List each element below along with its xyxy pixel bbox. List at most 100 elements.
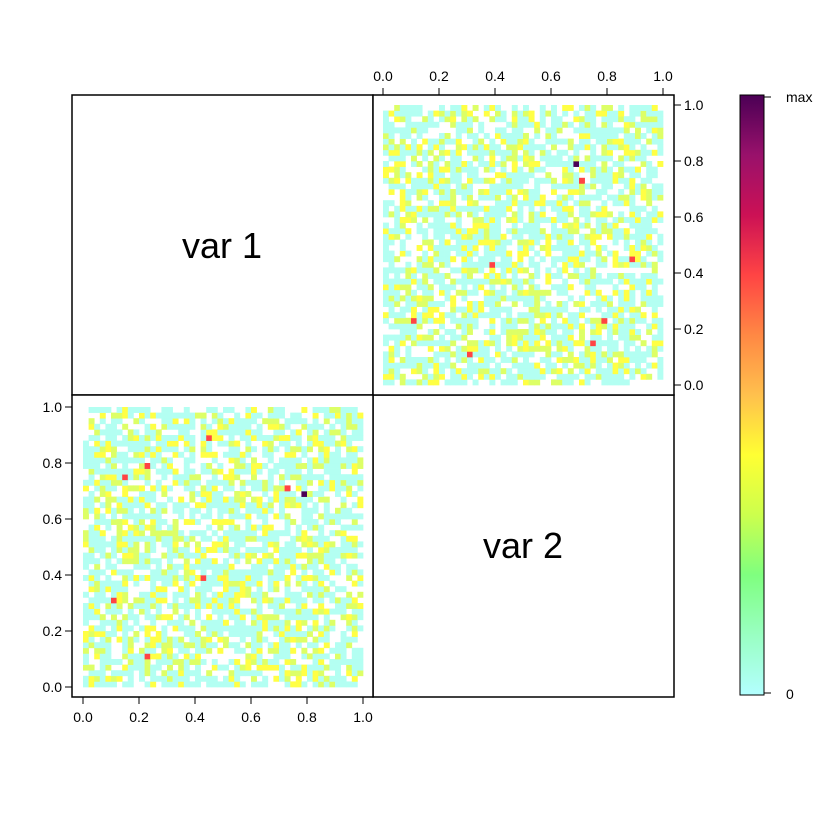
heatmap-cell [467, 362, 473, 369]
heatmap-cell [245, 530, 252, 537]
heatmap-cell [394, 323, 401, 330]
heatmap-cell [318, 670, 325, 677]
heatmap-cell [234, 569, 241, 576]
heatmap-cell [388, 379, 395, 386]
heatmap-cell [472, 228, 479, 235]
heatmap-cell [178, 647, 185, 654]
heatmap-cell [539, 295, 546, 302]
heatmap-cell [534, 329, 541, 335]
heatmap-cell [640, 149, 647, 156]
heatmap-cell [346, 642, 353, 649]
heatmap-cell [551, 379, 557, 386]
heatmap-cell [635, 228, 641, 235]
heatmap-cell [234, 591, 241, 598]
heatmap-cell [422, 149, 429, 156]
heatmap-cell [239, 636, 246, 643]
heatmap-cell [318, 575, 325, 581]
heatmap-cell [83, 681, 89, 688]
heatmap-cell [607, 166, 613, 173]
heatmap-cell [279, 513, 285, 520]
heatmap-cell [388, 127, 395, 134]
heatmap-cell [640, 273, 647, 279]
heatmap-cell [172, 547, 179, 553]
heatmap-cell [223, 575, 229, 581]
heatmap-cell [279, 647, 285, 654]
heatmap-cell [346, 659, 353, 665]
heatmap-cell [323, 642, 330, 649]
heatmap-cell [640, 301, 647, 307]
heatmap-cell [251, 457, 257, 464]
heatmap-cell [155, 479, 162, 486]
heatmap-cell [351, 423, 358, 430]
heatmap-cell [217, 519, 224, 525]
heatmap-cell [623, 138, 630, 145]
heatmap-cell [517, 278, 524, 285]
heatmap-cell [307, 535, 313, 542]
heatmap-cell [579, 105, 585, 111]
heatmap-cell [211, 563, 218, 570]
heatmap-cell [411, 323, 417, 330]
heatmap-cell [427, 205, 434, 212]
heatmap-cell [562, 329, 569, 335]
heatmap-cell [646, 261, 653, 268]
heatmap-cell [251, 468, 257, 475]
heatmap-cell [657, 334, 664, 341]
heatmap-cell [279, 636, 285, 643]
heatmap-cell [506, 368, 513, 375]
heatmap-cell [88, 670, 95, 677]
heatmap-cell [239, 670, 246, 677]
tick-label: 0.0 [684, 377, 704, 393]
heatmap-cell [351, 580, 358, 587]
heatmap-cell [139, 485, 145, 492]
heatmap-cell [495, 261, 501, 268]
heatmap-cell [539, 306, 546, 313]
heatmap-cell [388, 121, 395, 128]
heatmap-cell [405, 278, 412, 285]
heatmap-cell [357, 429, 364, 436]
heatmap-cell [273, 513, 280, 520]
heatmap-cell [346, 535, 353, 542]
heatmap-cell [284, 575, 291, 581]
heatmap-cell [88, 463, 95, 469]
heatmap-cell [111, 519, 117, 525]
heatmap-cell [433, 368, 440, 375]
heatmap-cell [94, 591, 101, 598]
heatmap-cell [450, 149, 457, 156]
heatmap-cell [399, 105, 406, 111]
heatmap-cell [640, 278, 647, 285]
heatmap-cell [323, 586, 330, 593]
heatmap-cell [416, 312, 423, 319]
heatmap-cell [155, 435, 162, 441]
heatmap-cell [539, 217, 546, 223]
heatmap-cell [651, 228, 658, 235]
heatmap-cell [422, 379, 429, 386]
heatmap-cell [411, 183, 417, 190]
heatmap-cell [340, 412, 347, 419]
heatmap-cell [556, 127, 563, 134]
heatmap-cell [183, 569, 190, 576]
heatmap-cell [427, 161, 434, 167]
heatmap-cell [439, 289, 445, 296]
heatmap-cell [357, 664, 364, 671]
heatmap-cell [267, 586, 274, 593]
heatmap-cell [111, 603, 117, 609]
heatmap-cell [351, 412, 358, 419]
heatmap-cell [144, 670, 151, 677]
heatmap-cell [551, 306, 557, 313]
heatmap-cell [195, 664, 201, 671]
heatmap-cell [155, 530, 162, 537]
heatmap-cell [383, 250, 389, 257]
heatmap-cell [335, 586, 341, 593]
heatmap-cell [422, 278, 429, 285]
heatmap-cell [461, 228, 468, 235]
heatmap-cell [640, 121, 647, 128]
heatmap-cell [183, 474, 190, 481]
heatmap-cell [623, 149, 630, 156]
heatmap-cell [200, 535, 207, 542]
heatmap-cell [629, 278, 636, 285]
heatmap-cell [127, 435, 134, 441]
heatmap-cell [195, 653, 201, 660]
heatmap-cell [657, 345, 664, 352]
heatmap-cell [251, 552, 257, 559]
heatmap-cell [189, 619, 196, 626]
